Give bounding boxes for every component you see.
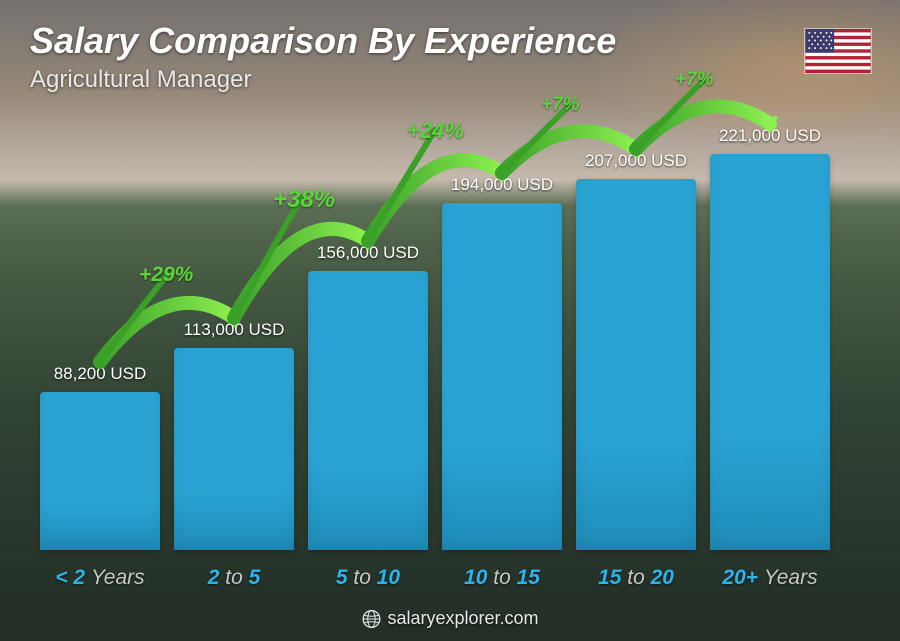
bar-wrap: 113,000 USD2 to 5 [174,120,294,550]
bar [576,179,696,550]
bar-value-label: 156,000 USD [317,243,419,263]
footer-attribution: salaryexplorer.com [361,608,538,629]
bar-value-label: 113,000 USD [184,320,285,340]
increase-label: +29% [139,263,193,287]
increase-label: +38% [273,186,335,214]
bar [40,392,160,550]
globe-icon [361,609,381,629]
bar-value-label: 221,000 USD [719,126,821,146]
page-subtitle: Agricultural Manager [30,66,251,94]
x-axis-label: < 2 Years [55,566,144,590]
bar [710,154,830,550]
x-axis-label: 15 to 20 [598,566,674,590]
us-flag-icon [804,28,872,74]
increase-label: +7% [675,69,714,91]
bar [174,348,294,550]
bar-wrap: 156,000 USD5 to 10 [308,120,428,550]
bar-value-label: 88,200 USD [54,364,147,384]
bar-wrap: 194,000 USD10 to 15 [442,120,562,550]
chart-stage: Salary Comparison By Experience Agricult… [0,0,900,641]
x-axis-label: 5 to 10 [336,566,400,590]
bar [308,271,428,550]
bar-value-label: 194,000 USD [451,175,553,195]
page-title: Salary Comparison By Experience [30,20,616,62]
x-axis-label: 20+ Years [722,566,817,590]
bar [442,203,562,550]
bar-wrap: 207,000 USD15 to 20 [576,120,696,550]
bar-wrap: 88,200 USD< 2 Years [40,120,160,550]
increase-label: +24% [407,118,464,144]
increase-label: +7% [541,94,580,116]
x-axis-label: 2 to 5 [208,566,261,590]
x-axis-label: 10 to 15 [464,566,540,590]
footer-text: salaryexplorer.com [387,608,538,629]
bar-wrap: 221,000 USD20+ Years [710,120,830,550]
bar-value-label: 207,000 USD [585,151,687,171]
bar-chart: 88,200 USD< 2 Years113,000 USD2 to 5156,… [40,120,840,550]
